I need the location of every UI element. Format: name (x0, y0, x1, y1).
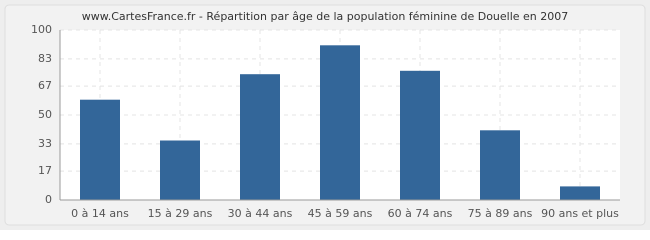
y-tick-label: 50 (38, 108, 52, 121)
y-tick-label: 33 (38, 137, 52, 150)
x-tick-label: 75 à 89 ans (468, 207, 533, 220)
y-tick-label: 17 (38, 164, 52, 177)
chart: www.CartesFrance.fr - Répartition par âg… (0, 0, 650, 230)
bar (80, 99, 120, 200)
y-tick-label: 100 (31, 23, 52, 36)
bar (160, 140, 200, 200)
x-tick-label: 30 à 44 ans (228, 207, 293, 220)
x-tick-label: 0 à 14 ans (71, 207, 129, 220)
y-tick-label: 0 (45, 193, 52, 206)
x-tick-label: 45 à 59 ans (308, 207, 373, 220)
y-tick-label: 83 (38, 52, 52, 65)
bar (320, 45, 360, 200)
bar (400, 70, 440, 200)
bar (560, 186, 600, 200)
x-tick-label: 90 ans et plus (541, 207, 619, 220)
bar (480, 130, 520, 200)
x-tick-label: 15 à 29 ans (148, 207, 213, 220)
chart-title: www.CartesFrance.fr - Répartition par âg… (82, 10, 569, 23)
y-tick-label: 67 (38, 79, 52, 92)
bar (240, 74, 280, 200)
x-tick-label: 60 à 74 ans (388, 207, 453, 220)
